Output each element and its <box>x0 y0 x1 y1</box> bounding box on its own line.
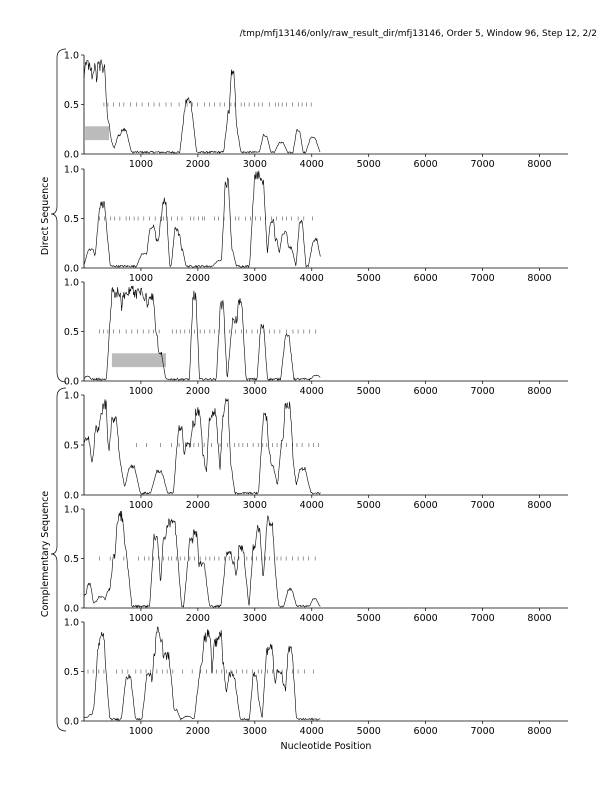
x-tick-label: 5000 <box>357 726 381 737</box>
x-tick-label: 2000 <box>186 273 210 284</box>
x-tick-label: 8000 <box>527 273 551 284</box>
direct-group-label: Direct Sequence <box>40 177 51 255</box>
series-line <box>83 398 321 495</box>
x-tick-label: 1000 <box>129 386 153 397</box>
y-tick-label: 0.5 <box>64 100 79 111</box>
x-tick-label: 2000 <box>186 500 210 511</box>
x-tick-label: 5000 <box>357 159 381 170</box>
x-tick-label: 4000 <box>300 726 324 737</box>
x-tick-label: 3000 <box>243 386 267 397</box>
series-line <box>83 285 321 382</box>
x-tick-label: 1000 <box>129 613 153 624</box>
x-tick-label: 5000 <box>357 500 381 511</box>
x-tick-label: 2000 <box>186 159 210 170</box>
x-tick-label: 3000 <box>243 726 267 737</box>
x-tick-label: 6000 <box>414 613 438 624</box>
y-tick-label: 0.5 <box>64 667 79 678</box>
x-tick-label: 7000 <box>470 500 494 511</box>
x-tick-label: 3000 <box>243 613 267 624</box>
x-tick-label: 4000 <box>300 386 324 397</box>
x-tick-label: 4000 <box>300 500 324 511</box>
highlight-box <box>111 353 166 368</box>
header-title: /tmp/mfj13146/only/raw_result_dir/mfj131… <box>240 29 597 39</box>
x-tick-label: 6000 <box>414 726 438 737</box>
y-tick-label: 1.0 <box>64 165 79 176</box>
x-tick-label: 6000 <box>414 386 438 397</box>
y-tick-label: 1.0 <box>64 391 79 402</box>
y-tick-label: 0.5 <box>64 441 79 452</box>
direct-group-brace <box>50 48 67 383</box>
series-line <box>83 59 321 155</box>
x-tick-label: 7000 <box>470 613 494 624</box>
x-tick-label: 8000 <box>527 613 551 624</box>
y-tick-label: 0.5 <box>64 327 79 338</box>
x-tick-label: 5000 <box>357 386 381 397</box>
x-tick-label: 6000 <box>414 159 438 170</box>
y-tick-label: 0.0 <box>64 604 79 615</box>
y-tick-label: 1.0 <box>64 278 79 289</box>
series-line <box>83 170 321 269</box>
x-tick-label: 7000 <box>470 273 494 284</box>
y-tick-label: 1.0 <box>64 505 79 516</box>
panel-direct-frame-3: 0.0 0.5 1.0 1000 2000 3000 4000 5000 6000 7000 800… <box>64 278 568 397</box>
x-tick-label: 8000 <box>527 159 551 170</box>
x-tick-label: 1000 <box>129 500 153 511</box>
x-tick-label: 6000 <box>414 273 438 284</box>
panel-complementary-frame-1: 0.0 0.5 1.0 1000 2000 3000 4000 5000 6000 7000 800… <box>64 391 568 511</box>
panel-complementary-frame-2: 0.0 0.5 1.0 1000 2000 3000 4000 5000 6000 7000 800… <box>64 505 568 624</box>
x-tick-label: 8000 <box>527 386 551 397</box>
panel-complementary-frame-3: 0.0 0.5 1.0 1000 2000 3000 4000 5000 6000 7000 800… <box>64 618 568 737</box>
x-tick-label: 1000 <box>129 159 153 170</box>
x-tick-label: 7000 <box>470 726 494 737</box>
complementary-group-brace <box>50 387 67 732</box>
x-tick-label: 5000 <box>357 613 381 624</box>
panel-direct-frame-2: 0.0 0.5 1.0 1000 2000 3000 4000 5000 6000 7000 800… <box>64 165 568 284</box>
x-tick-label: 2000 <box>186 613 210 624</box>
y-tick-label: 0.5 <box>64 554 79 565</box>
x-tick-label: 1000 <box>129 273 153 284</box>
x-tick-label: 8000 <box>527 500 551 511</box>
y-tick-label: 1.0 <box>64 618 79 629</box>
y-tick-label: 0.5 <box>64 214 79 225</box>
y-tick-label: 0.0 <box>64 264 79 275</box>
x-tick-label: 4000 <box>300 273 324 284</box>
x-axis-title: Nucleotide Position <box>281 741 372 752</box>
panels: 0.0 0.5 1.0 1000 2000 3000 4000 5000 6000 7000 800… <box>64 51 568 737</box>
x-tick-label: 7000 <box>470 386 494 397</box>
y-tick-label: 1.0 <box>64 51 79 62</box>
y-tick-label: 0.0 <box>64 717 79 728</box>
x-tick-label: 8000 <box>527 726 551 737</box>
x-tick-label: 2000 <box>186 726 210 737</box>
highlight-box <box>85 126 110 141</box>
x-tick-label: 3000 <box>243 273 267 284</box>
panel-direct-frame-1: 0.0 0.5 1.0 1000 2000 3000 4000 5000 6000 7000 800… <box>64 51 568 170</box>
x-tick-label: 7000 <box>470 159 494 170</box>
x-tick-label: 4000 <box>300 613 324 624</box>
series-line <box>83 626 321 721</box>
x-tick-label: 4000 <box>300 159 324 170</box>
x-tick-label: 1000 <box>129 726 153 737</box>
x-tick-label: 3000 <box>243 159 267 170</box>
x-tick-label: 2000 <box>186 386 210 397</box>
complementary-group-label: Complementary Sequence <box>40 491 51 617</box>
x-tick-label: 3000 <box>243 500 267 511</box>
y-tick-label: 0.0 <box>64 150 79 161</box>
y-tick-label: 0.0 <box>64 491 79 502</box>
x-tick-label: 6000 <box>414 500 438 511</box>
x-tick-label: 5000 <box>357 273 381 284</box>
series-line <box>83 510 321 609</box>
y-tick-label: 0.0 <box>64 377 79 388</box>
